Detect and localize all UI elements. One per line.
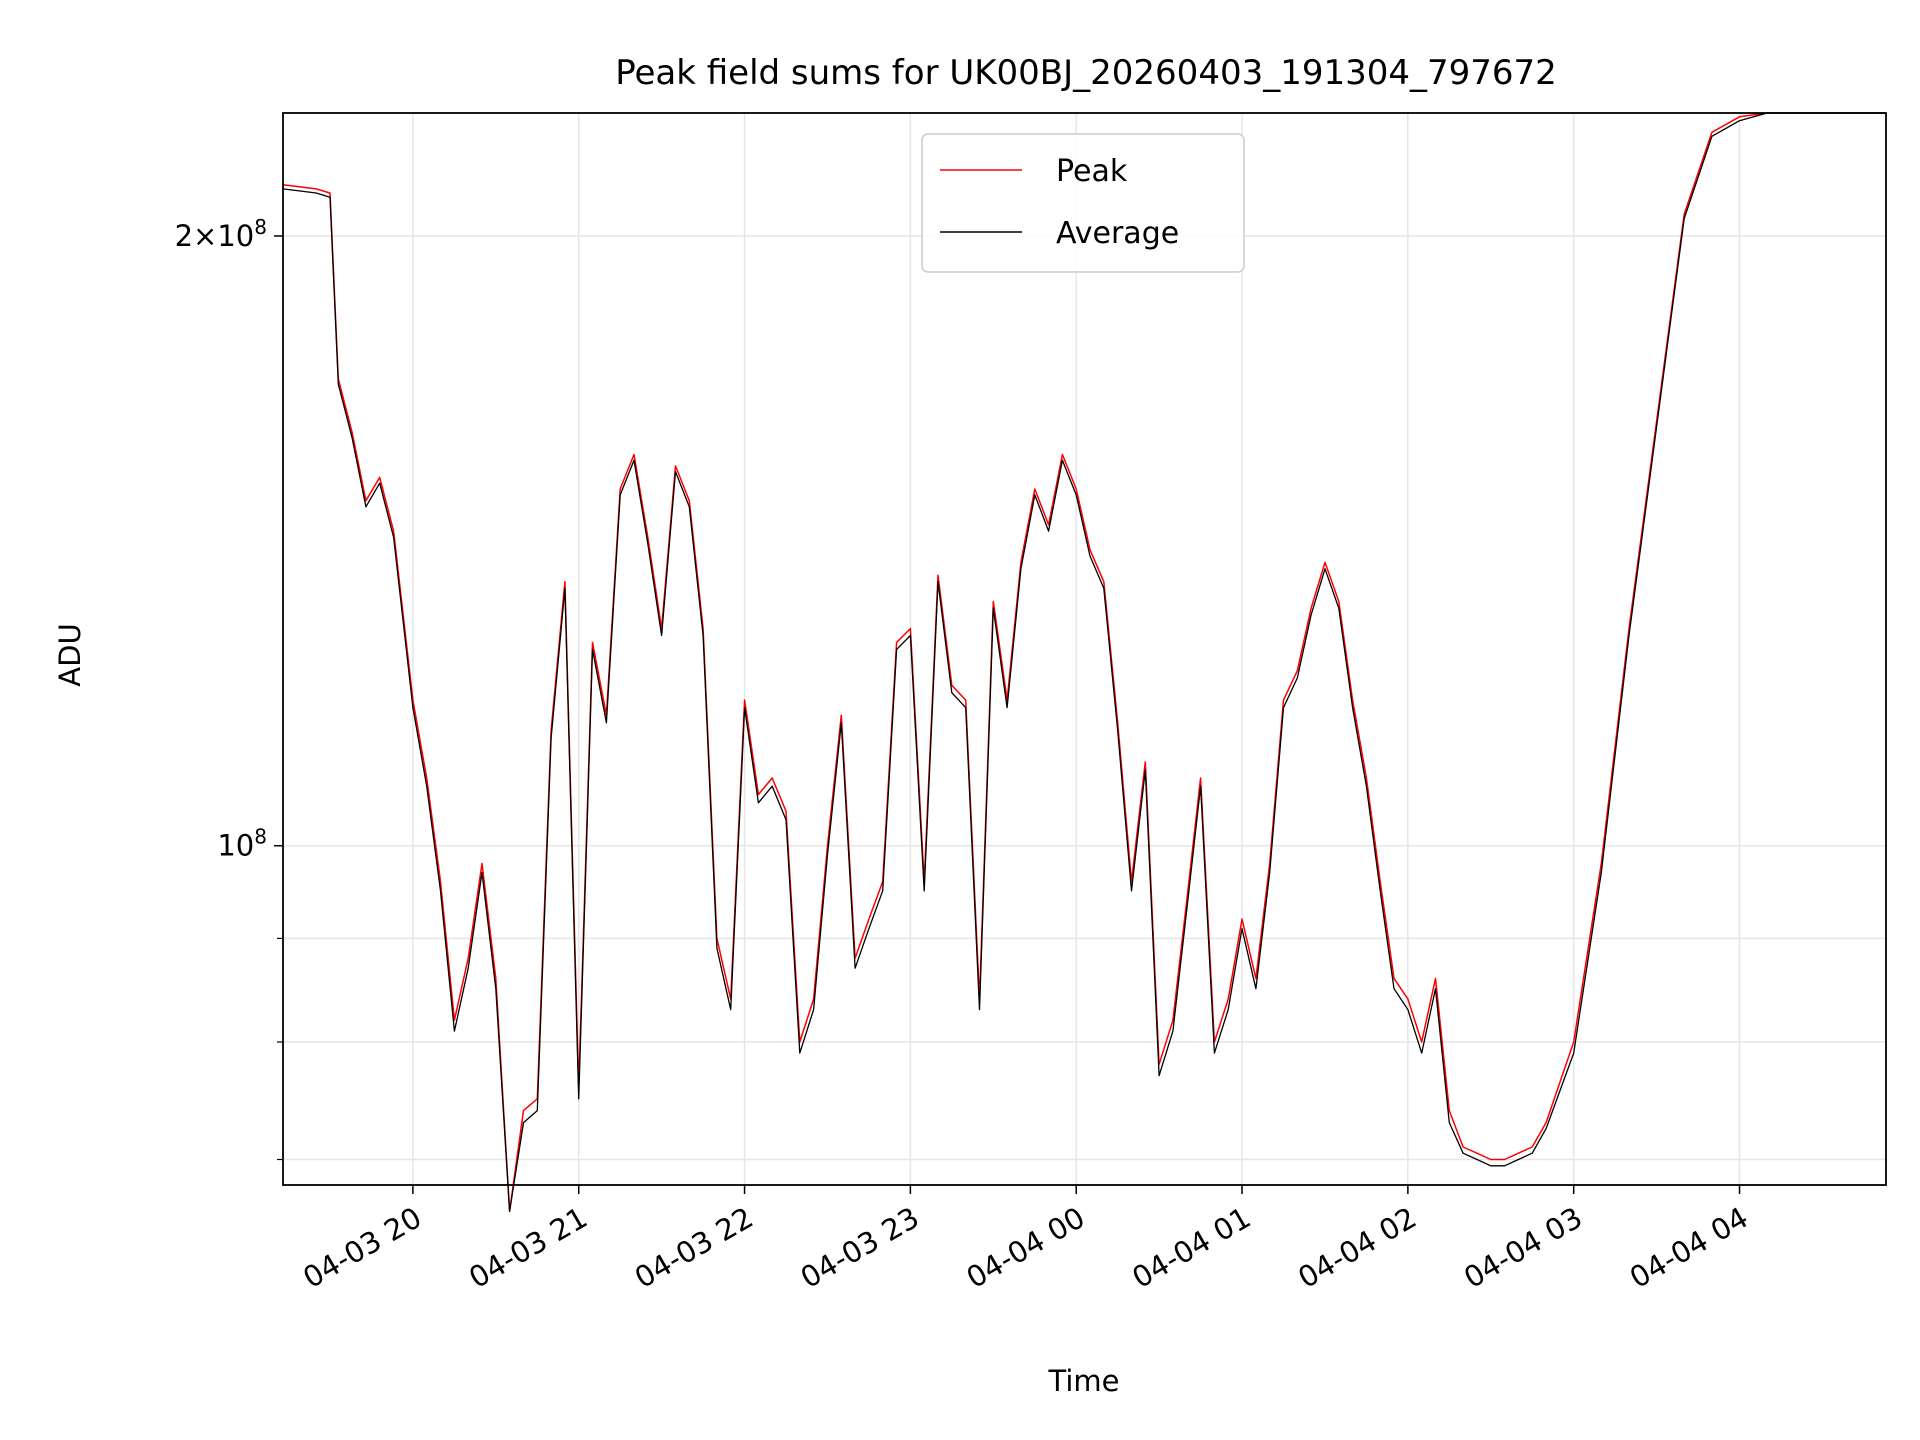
x-tick-label: 04-04 02: [1292, 1200, 1422, 1295]
y-axis-label: ADU: [53, 623, 87, 686]
plot-frame: [282, 112, 1887, 1186]
chart-title: Peak field sums for UK00BJ_20260403_1913…: [615, 53, 1557, 93]
y-tick-label: 108: [217, 825, 267, 863]
x-tick-label: 04-04 00: [961, 1200, 1091, 1295]
x-tick-label: 04-03 22: [629, 1200, 759, 1295]
legend: Peak Average: [921, 133, 1245, 273]
x-tick-label: 04-03 23: [795, 1200, 925, 1295]
grid: [283, 113, 1886, 1185]
x-tick-label: 04-03 21: [463, 1200, 593, 1295]
series-lines: [282, 112, 1886, 1213]
x-tick-label: 04-04 04: [1624, 1200, 1754, 1295]
legend-label-peak: Peak: [1056, 154, 1128, 189]
x-tick-label: 04-04 01: [1126, 1200, 1256, 1295]
y-tick-label: 2×108: [175, 215, 267, 253]
y-axis: 108 2×108: [175, 215, 283, 1161]
series-line-average: [282, 112, 1886, 1212]
legend-box: [921, 133, 1245, 273]
legend-label-average: Average: [1056, 216, 1179, 251]
series-line-peak: [282, 112, 1886, 1213]
x-tick-label: 04-04 03: [1458, 1200, 1588, 1295]
x-axis: 04-03 20 04-03 21 04-03 22 04-03 23 04-04 00…: [297, 1185, 1754, 1295]
x-axis-label: Time: [1048, 1364, 1120, 1398]
x-tick-label: 04-03 20: [297, 1200, 427, 1295]
